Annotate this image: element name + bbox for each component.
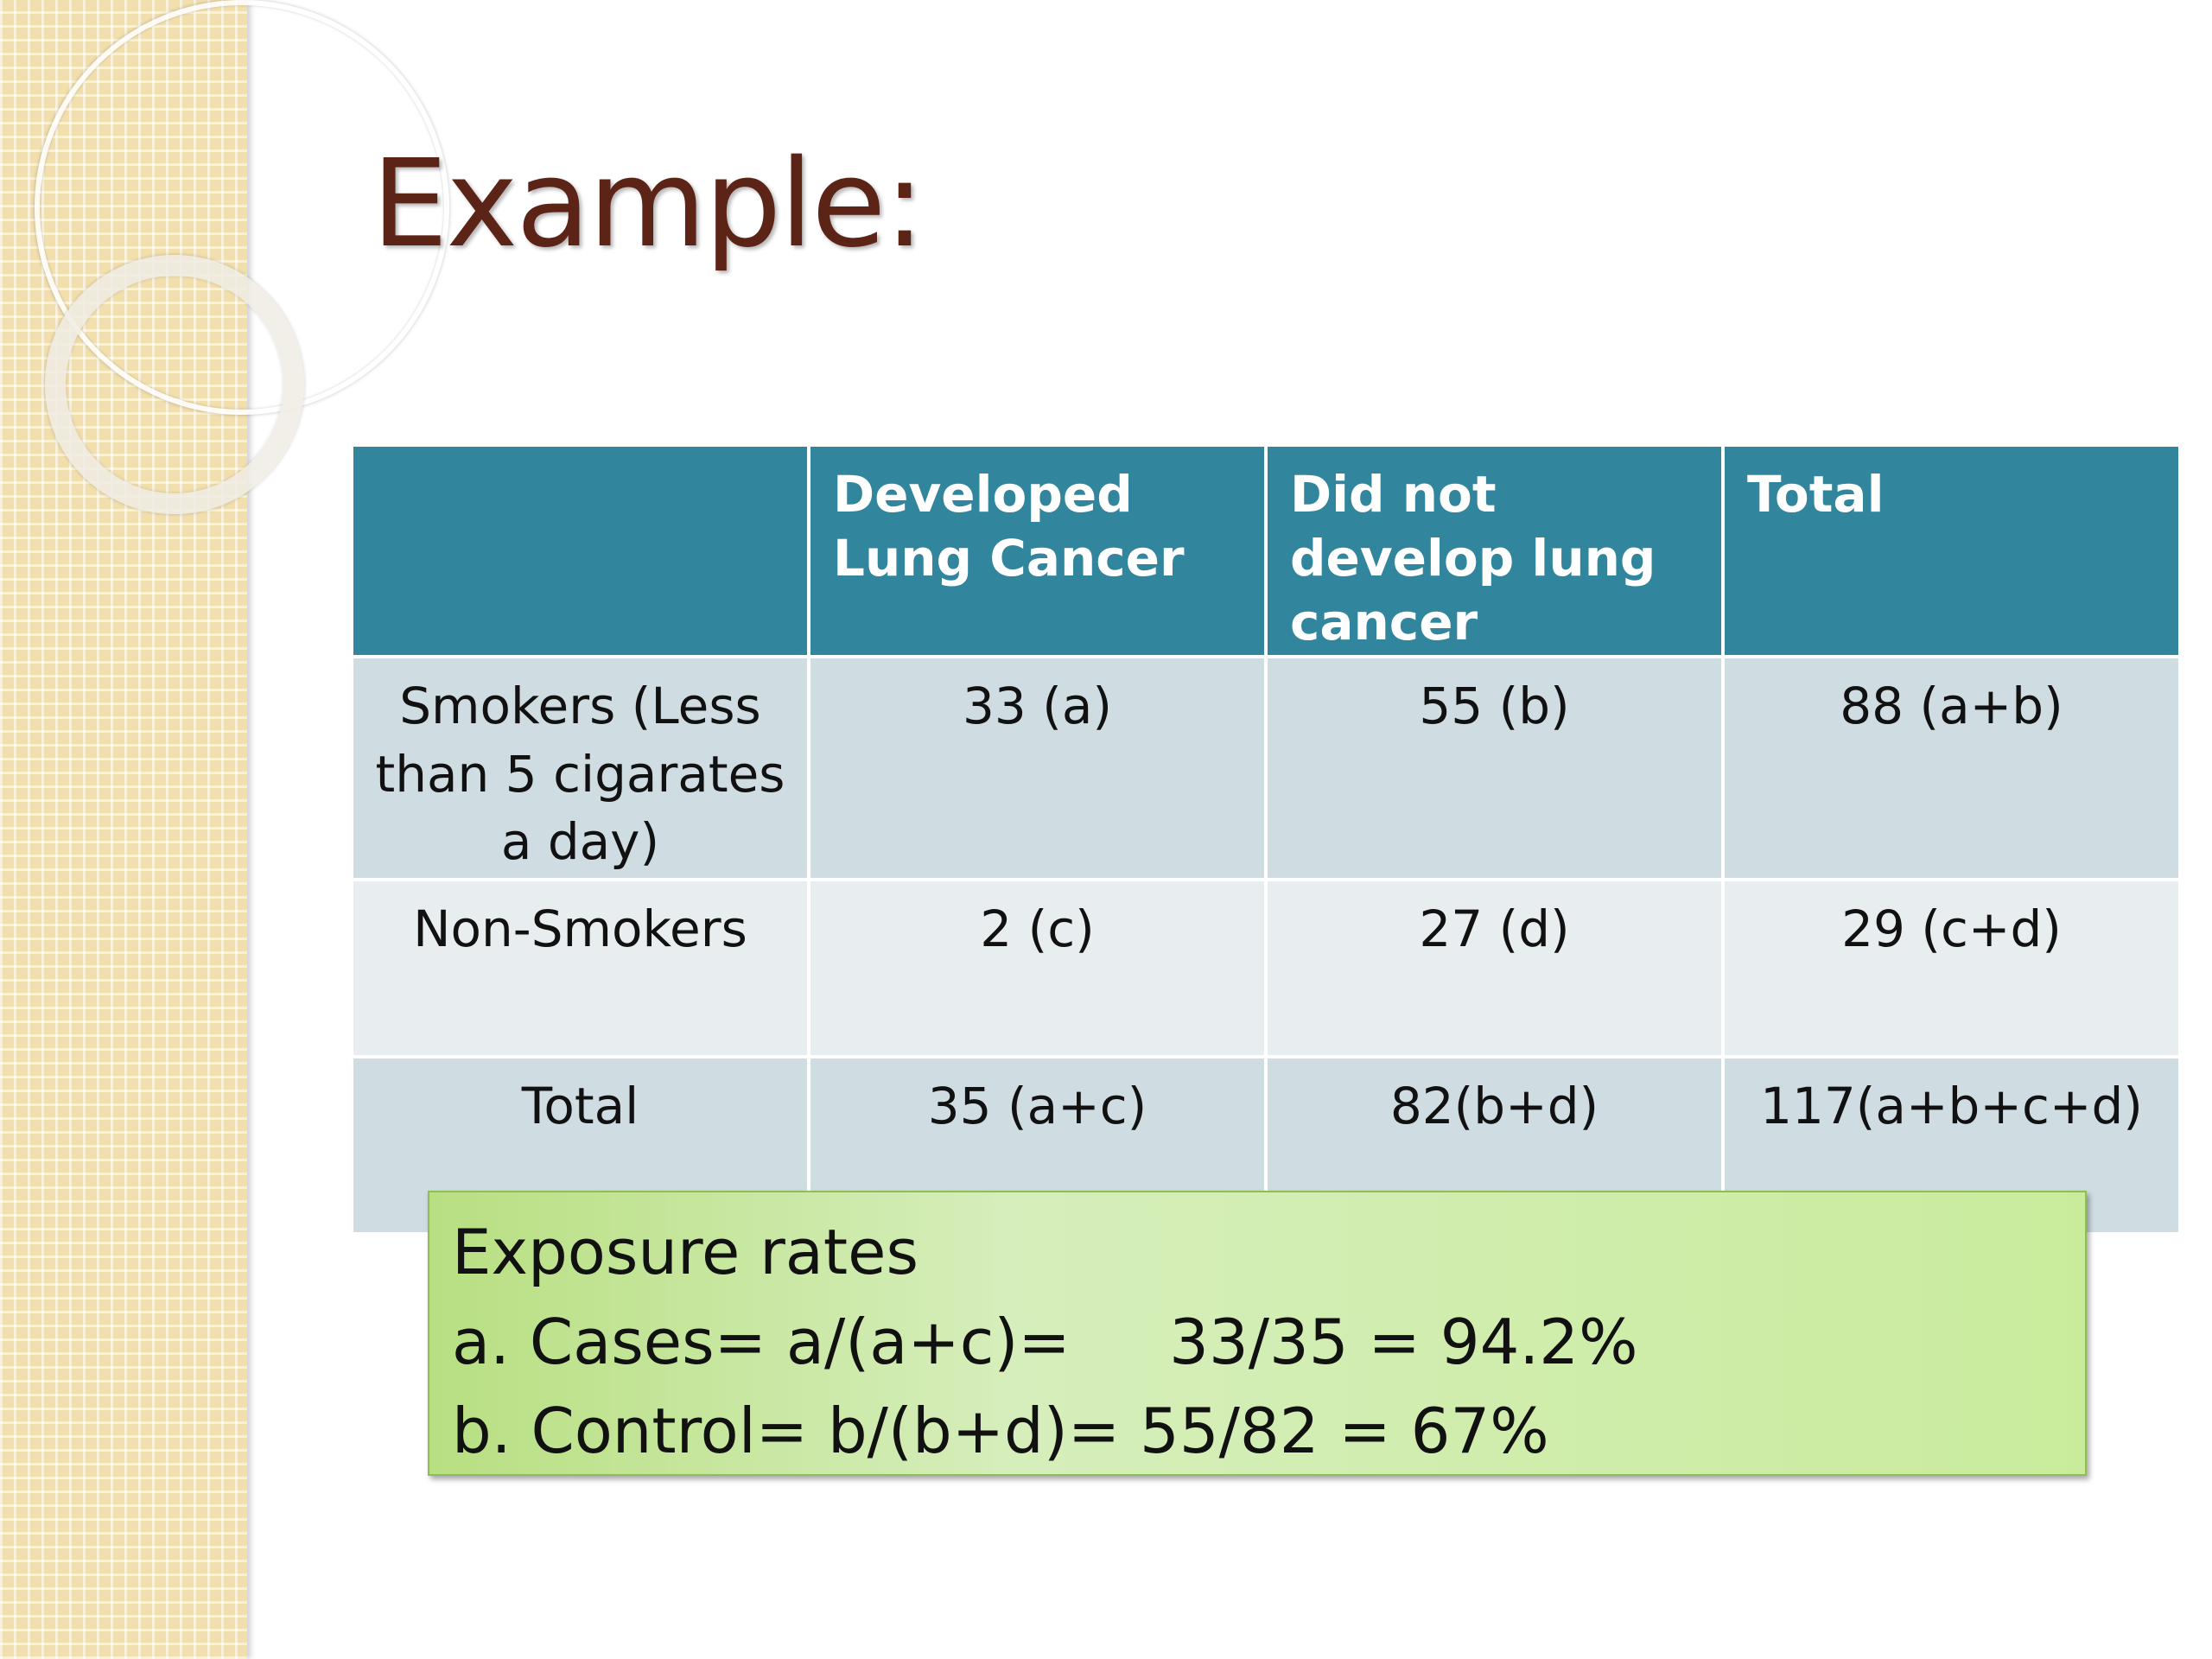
table-header-row: Developed Lung Cancer Did not develop lu…	[350, 443, 2182, 658]
table-header-cell	[350, 443, 810, 658]
table-cell: 55 (b)	[1264, 654, 1725, 881]
cases-rate-line: a. Cases= a/(a+c)= 33/35 = 94.2%	[452, 1305, 1638, 1378]
contingency-table: Developed Lung Cancer Did not develop lu…	[350, 443, 2182, 1236]
table-cell: 2 (c)	[807, 877, 1268, 1058]
table-cell: 33 (a)	[807, 654, 1268, 881]
table-row: Smokers (Less than 5 cigarates a day) 33…	[350, 654, 2182, 881]
control-rate-line: b. Control= b/(b+d)= 55/82 = 67%	[452, 1395, 1549, 1468]
decorative-ring-small	[45, 255, 304, 514]
contingency-table-container: Developed Lung Cancer Did not develop lu…	[350, 443, 2182, 1236]
table-cell: 29 (c+d)	[1721, 877, 2182, 1058]
table-header-cell: Developed Lung Cancer	[807, 443, 1268, 658]
exposure-rates-box: Exposure rates a. Cases= a/(a+c)= 33/35 …	[428, 1191, 2087, 1476]
table-row-label: Smokers (Less than 5 cigarates a day)	[350, 654, 810, 881]
slide-title: Example:	[372, 134, 925, 275]
table-header-cell: Did not develop lung cancer	[1264, 443, 1725, 658]
table-cell: 88 (a+b)	[1721, 654, 2182, 881]
table-row-label: Non-Smokers	[350, 877, 810, 1058]
table-header-cell: Total	[1721, 443, 2182, 658]
table-row: Non-Smokers 2 (c) 27 (d) 29 (c+d)	[350, 877, 2182, 1058]
exposure-rates-heading: Exposure rates	[452, 1216, 918, 1288]
table-cell: 27 (d)	[1264, 877, 1725, 1058]
